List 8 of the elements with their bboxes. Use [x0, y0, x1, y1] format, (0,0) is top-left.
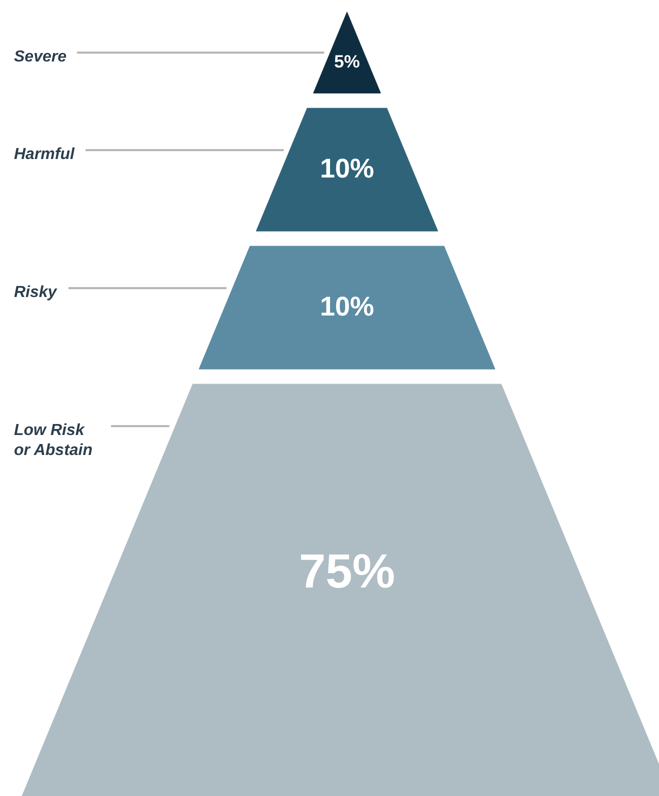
category-label: Low Risk or Abstain: [14, 422, 93, 460]
data-label: 5%: [334, 51, 360, 72]
category-label: Severe: [14, 48, 67, 66]
category-label: Risky: [14, 284, 58, 302]
category-label: Harmful: [14, 146, 76, 164]
data-label: 75%: [298, 546, 396, 599]
data-label: 10%: [320, 292, 374, 322]
data-label: 10%: [320, 154, 374, 184]
